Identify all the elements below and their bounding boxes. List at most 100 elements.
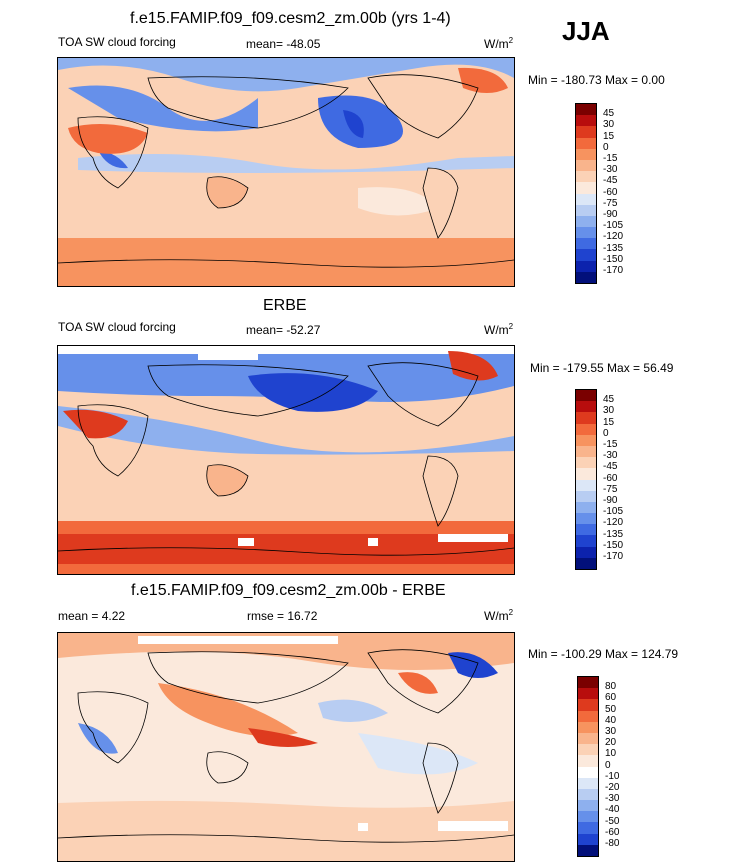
colorbar-bin — [576, 468, 596, 480]
panel-2-minmax: Min = -179.55 Max = 56.49 — [530, 361, 674, 375]
colorbar-bin — [578, 788, 598, 801]
panel-2-map — [57, 345, 515, 575]
colorbar-bin — [576, 159, 596, 172]
colorbar-bin — [576, 271, 596, 283]
colorbar-tick-label: 20 — [605, 737, 617, 749]
panel-1-colorbar — [575, 103, 597, 284]
colorbar-bin — [576, 137, 596, 149]
colorbar-tick-label: 45 — [603, 394, 615, 406]
colorbar-tick-label: -135 — [603, 528, 624, 540]
panel-2-title: ERBE — [263, 297, 307, 314]
colorbar-bin — [576, 513, 596, 525]
panel-3-mean-label: mean = 4.22 — [58, 609, 126, 623]
colorbar-tick-label: -10 — [605, 770, 620, 782]
panel-3-colorbar — [577, 676, 599, 857]
colorbar-tick-label: -60 — [603, 472, 618, 484]
colorbar-bin — [578, 732, 598, 745]
colorbar-bin — [576, 193, 596, 205]
panel-2-colorbar — [575, 389, 597, 570]
colorbar-tick-label: 0 — [603, 141, 609, 153]
colorbar-tick-label: -20 — [605, 782, 620, 793]
colorbar-tick-label: -120 — [603, 231, 624, 243]
colorbar-tick-label: -120 — [603, 517, 624, 529]
colorbar-tick-label: -90 — [603, 209, 618, 220]
colorbar-tick-label: -90 — [603, 495, 618, 506]
colorbar-bin — [576, 412, 596, 424]
colorbar-bin — [576, 490, 596, 502]
colorbar-bin — [578, 744, 598, 756]
panel-3-map — [57, 632, 515, 862]
colorbar-bin — [578, 755, 598, 767]
colorbar-bin — [576, 445, 596, 458]
colorbar-bin — [576, 182, 596, 194]
colorbar-bin — [576, 126, 596, 138]
panel-3-minmax: Min = -100.29 Max = 124.79 — [528, 647, 679, 661]
colorbar-bin — [578, 677, 598, 689]
colorbar-bin — [576, 423, 596, 435]
colorbar-tick-label: 80 — [605, 681, 617, 693]
colorbar-bin — [578, 844, 598, 856]
colorbar-bin — [576, 215, 596, 228]
colorbar-tick-label: 15 — [603, 130, 615, 142]
colorbar-tick-label: -105 — [603, 220, 624, 232]
colorbar-bin — [576, 238, 596, 250]
panel-2-variable-label: TOA SW cloud forcing — [58, 320, 176, 334]
colorbar-tick-label: -60 — [603, 186, 618, 198]
colorbar-bin — [578, 710, 598, 722]
colorbar-tick-label: -50 — [605, 815, 620, 827]
colorbar-bin — [576, 535, 596, 547]
colorbar-bin — [578, 766, 598, 778]
panel-2-map-field — [58, 346, 514, 574]
panel-1-mean-label: mean= -48.05 — [246, 37, 321, 51]
colorbar-tick-label: -80 — [605, 838, 620, 849]
colorbar-bin — [576, 434, 596, 446]
colorbar-tick-label: -170 — [603, 551, 624, 562]
panel-1-map-field — [58, 58, 514, 286]
colorbar-tick-label: -170 — [603, 265, 624, 276]
colorbar-tick-label: -60 — [605, 826, 620, 838]
panel-3-units: W/m2 — [484, 608, 514, 623]
colorbar-tick-label: 30 — [603, 119, 615, 131]
colorbar-bin — [576, 524, 596, 536]
colorbar-tick-label: -150 — [603, 539, 624, 551]
colorbar-tick-label: -30 — [603, 164, 618, 176]
colorbar-tick-label: -45 — [603, 461, 618, 473]
colorbar-bin — [576, 104, 596, 116]
panel-3-map-field — [58, 633, 514, 861]
colorbar-bin — [576, 171, 596, 183]
colorbar-tick-label: 30 — [603, 405, 615, 417]
colorbar-tick-label: -15 — [603, 153, 618, 164]
colorbar-bin — [578, 811, 598, 823]
colorbar-tick-label: 10 — [605, 748, 617, 760]
colorbar-bin — [576, 457, 596, 469]
colorbar-bin — [576, 148, 596, 160]
panel-1-units: W/m2 — [484, 36, 514, 51]
colorbar-bin — [578, 822, 598, 834]
colorbar-bin — [576, 204, 596, 216]
colorbar-bin — [576, 260, 596, 272]
colorbar-bin — [578, 777, 598, 789]
colorbar-tick-label: -45 — [603, 175, 618, 187]
panel-3-title: f.e15.FAMIP.f09_f09.cesm2_zm.00b - ERBE — [131, 582, 446, 599]
colorbar-tick-label: -105 — [603, 506, 624, 518]
colorbar-tick-label: -30 — [603, 450, 618, 462]
panel-2-units: W/m2 — [484, 322, 514, 337]
colorbar-tick-label: 50 — [605, 703, 617, 715]
colorbar-tick-label: -75 — [603, 483, 618, 495]
panel-2-mean-label: mean= -52.27 — [246, 323, 321, 337]
season-label: JJA — [562, 16, 610, 46]
colorbar-bin — [576, 227, 596, 239]
colorbar-tick-label: 60 — [605, 692, 617, 704]
colorbar-tick-label: -40 — [605, 804, 620, 816]
colorbar-bin — [578, 800, 598, 812]
colorbar-tick-label: -15 — [603, 439, 618, 450]
colorbar-bin — [578, 721, 598, 733]
colorbar-tick-label: -75 — [603, 197, 618, 209]
colorbar-bin — [578, 699, 598, 711]
colorbar-bin — [576, 249, 596, 261]
panel-1-map — [57, 57, 515, 287]
colorbar-bin — [576, 401, 596, 413]
colorbar-bin — [576, 557, 596, 569]
panel-1-variable-label: TOA SW cloud forcing — [58, 35, 176, 49]
colorbar-bin — [576, 501, 596, 514]
